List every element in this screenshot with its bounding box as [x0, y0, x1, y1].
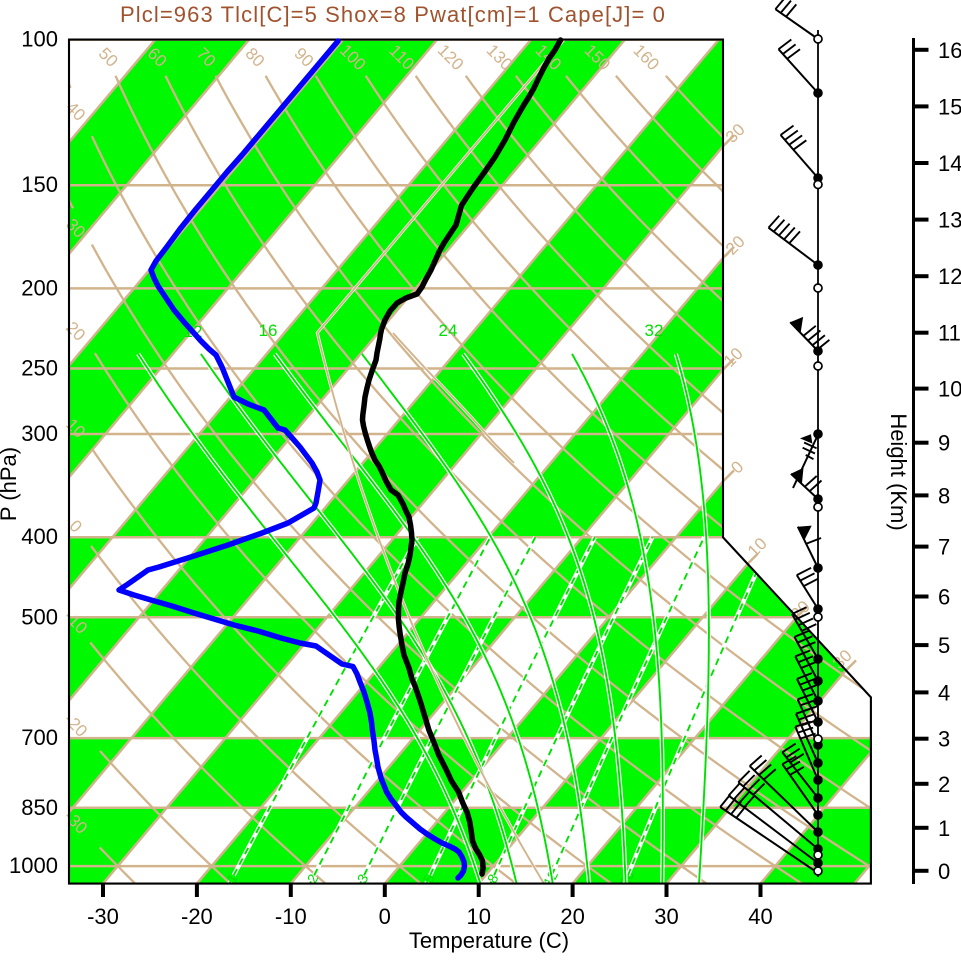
svg-text:200: 200 [21, 275, 58, 300]
svg-text:850: 850 [21, 795, 58, 820]
svg-text:32: 32 [645, 321, 664, 340]
svg-text:16: 16 [259, 321, 278, 340]
svg-text:7: 7 [938, 535, 950, 560]
svg-text:9: 9 [938, 431, 950, 456]
svg-text:2: 2 [938, 772, 950, 797]
svg-text:8: 8 [938, 483, 950, 508]
svg-text:30: 30 [654, 904, 678, 929]
svg-text:13: 13 [938, 208, 961, 233]
svg-text:0: 0 [938, 859, 950, 884]
svg-text:250: 250 [21, 356, 58, 381]
svg-text:Plcl=963 Tlcl[C]=5 Shox=8 Pwat: Plcl=963 Tlcl[C]=5 Shox=8 Pwat[cm]=1 Cap… [120, 2, 666, 27]
svg-text:24: 24 [439, 321, 458, 340]
svg-text:1000: 1000 [9, 853, 58, 878]
svg-text:-10: -10 [275, 904, 307, 929]
svg-text:10: 10 [466, 904, 490, 929]
svg-text:300: 300 [21, 421, 58, 446]
svg-text:500: 500 [21, 604, 58, 629]
svg-text:3: 3 [938, 727, 950, 752]
svg-text:Height (Km): Height (Km) [886, 413, 911, 530]
svg-text:20: 20 [560, 904, 584, 929]
svg-text:-30: -30 [87, 904, 119, 929]
svg-text:100: 100 [21, 27, 58, 52]
svg-text:P (hPa): P (hPa) [0, 447, 21, 521]
svg-text:12: 12 [938, 264, 961, 289]
svg-text:-20: -20 [181, 904, 213, 929]
svg-text:4: 4 [938, 680, 950, 705]
svg-text:16: 16 [938, 38, 961, 63]
svg-text:1: 1 [938, 816, 950, 841]
svg-text:10: 10 [938, 377, 961, 402]
svg-text:400: 400 [21, 524, 58, 549]
svg-text:150: 150 [21, 172, 58, 197]
svg-text:11: 11 [938, 321, 961, 346]
svg-text:5: 5 [938, 633, 950, 658]
svg-text:0: 0 [379, 904, 391, 929]
svg-text:700: 700 [21, 725, 58, 750]
svg-text:Temperature (C): Temperature (C) [409, 928, 569, 953]
svg-text:15: 15 [938, 94, 961, 119]
svg-text:14: 14 [938, 151, 961, 176]
svg-text:40: 40 [748, 904, 772, 929]
svg-text:6: 6 [938, 585, 950, 610]
